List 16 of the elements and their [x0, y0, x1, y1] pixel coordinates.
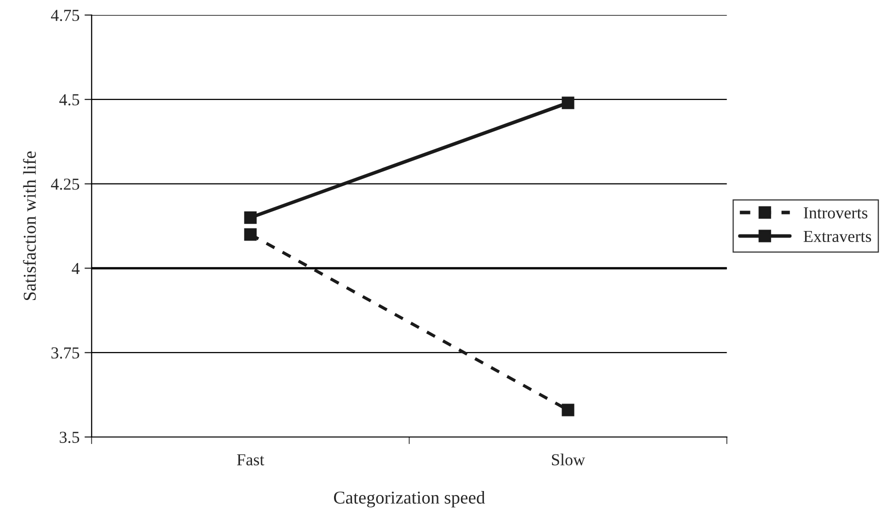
- x-axis-title: Categorization speed: [334, 491, 485, 508]
- point: [562, 404, 574, 416]
- point: [562, 96, 574, 110]
- x-tick-label: Slow: [552, 454, 586, 466]
- y-tick-label: 4.5: [59, 94, 80, 106]
- point: [244, 211, 257, 224]
- legend-label: Introverts: [804, 207, 868, 218]
- y-axis-title: Satisfaction with life: [22, 151, 36, 300]
- y-tick-label: 3.5: [60, 432, 80, 444]
- x-tick-label: Fast: [237, 454, 264, 466]
- y-tick-label: 4: [72, 263, 80, 274]
- y-tick-label: 4.25: [50, 178, 80, 190]
- y-tick-label: 4.75: [50, 10, 80, 22]
- legend-label: Extraverts: [804, 230, 872, 242]
- point: [244, 228, 257, 241]
- y-tick-label: 3.75: [51, 347, 80, 359]
